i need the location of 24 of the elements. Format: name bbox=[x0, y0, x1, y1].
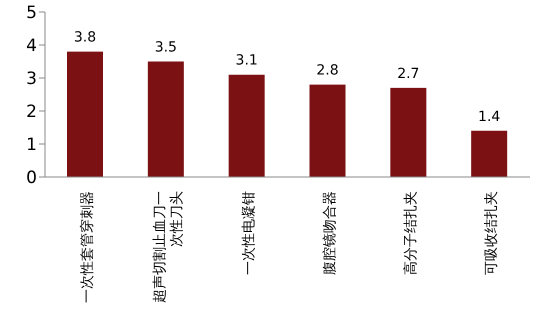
bar bbox=[390, 88, 426, 177]
data-label: 3.5 bbox=[154, 40, 177, 56]
x-tick-label: 一次性套管穿刺器 bbox=[79, 191, 96, 303]
x-tick-label: 高分子结扎夹 bbox=[402, 191, 419, 275]
bar bbox=[471, 130, 508, 177]
x-tick-label: 腹腔镜吻合器 bbox=[322, 191, 338, 275]
y-tick-label: 2 bbox=[26, 102, 37, 122]
bar bbox=[67, 52, 103, 177]
bar bbox=[310, 84, 346, 177]
y-tick-label: 5 bbox=[26, 3, 37, 24]
x-tick-label: 一次性电凝钳 bbox=[241, 191, 258, 275]
x-tick-label: 可吸收结扎夹 bbox=[484, 191, 500, 275]
bar bbox=[148, 62, 184, 177]
data-label: 2.7 bbox=[397, 66, 420, 82]
y-tick-label: 1 bbox=[26, 135, 37, 156]
data-label: 1.4 bbox=[478, 108, 500, 125]
y-tick-label: 0 bbox=[26, 168, 37, 188]
y-tick-label: 4 bbox=[26, 36, 37, 56]
x-tick-label: 超声切割止血刀一次性刀头 bbox=[152, 191, 185, 303]
y-tick-label: 3 bbox=[26, 69, 37, 90]
data-label: 3.1 bbox=[236, 52, 258, 69]
data-label: 2.8 bbox=[316, 62, 339, 79]
data-label: 3.8 bbox=[74, 30, 96, 46]
bar bbox=[228, 74, 265, 177]
